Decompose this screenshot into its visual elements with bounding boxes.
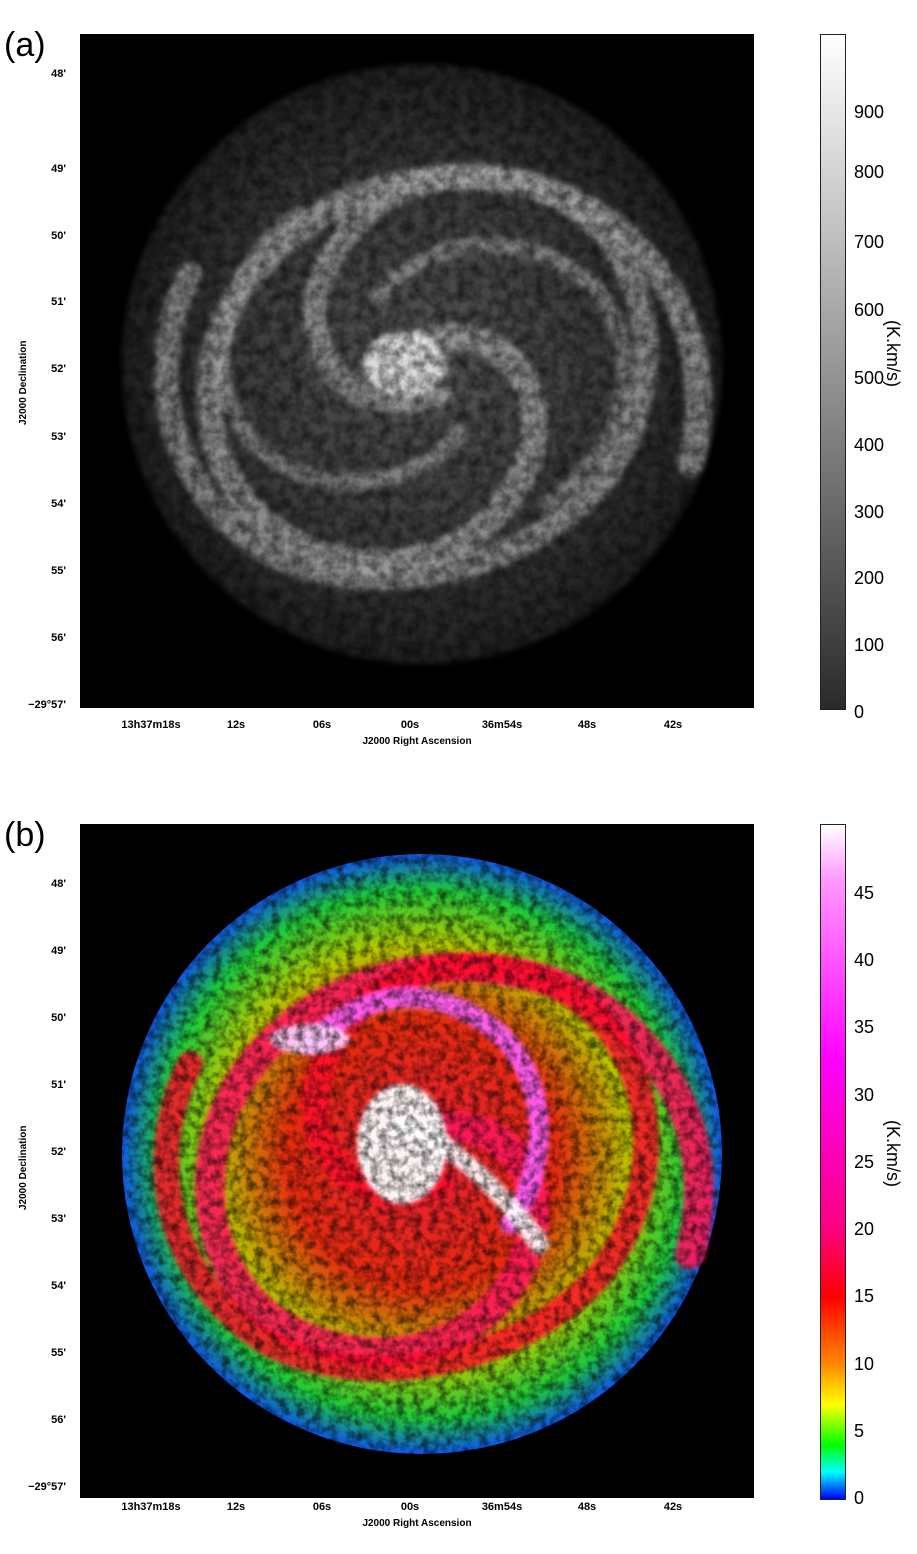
colorbar-a-tick-100: 100	[854, 635, 885, 655]
y-axis-title-b: J2000 Declination	[18, 1125, 29, 1210]
ra-tick-a-5: 48s	[577, 719, 597, 731]
colorbar-a-tick-900: 900	[854, 102, 885, 122]
ra-tick-b-6: 42s	[663, 1501, 683, 1513]
colorbar-a-tick-500: 500	[854, 368, 885, 388]
dec-tick-b-48: 48'	[51, 878, 66, 890]
ra-tick-b-2: 06s	[312, 1501, 332, 1513]
dec-tick-a-55: 55'	[51, 565, 66, 577]
colorbar-b-tick-5: 5	[854, 1421, 865, 1441]
ra-tick-b-3: 00s	[400, 1501, 420, 1513]
colorbar-b-tick-45: 45	[854, 883, 875, 903]
ra-tick-b-5: 48s	[577, 1501, 597, 1513]
colorbar-a-tick-0: 0	[854, 702, 865, 722]
x-axis-title-b: J2000 Right Ascension	[362, 1518, 472, 1529]
dec-tick-b-53: 53'	[51, 1213, 66, 1225]
galaxy-disk-b	[80, 824, 754, 1498]
colorbar-b-tick-25: 25	[854, 1152, 875, 1172]
ra-tick-b-4: 36m54s	[481, 1501, 523, 1513]
colorbar-a-tick-200: 200	[854, 568, 885, 588]
colorbar-a-tick-800: 800	[854, 162, 885, 182]
colorbar-a	[820, 34, 846, 710]
ra-tick-a-2: 06s	[312, 719, 332, 731]
ra-tick-a-1: 12s	[226, 719, 246, 731]
dec-tick-a-49: 49'	[51, 163, 66, 175]
dec-tick-a-56: 56'	[51, 632, 66, 644]
colorbar-b-tick-0: 0	[854, 1488, 865, 1508]
dec-tick-a-48: 48'	[51, 68, 66, 80]
ra-tick-a-6: 42s	[663, 719, 683, 731]
colorbar-b	[820, 824, 846, 1500]
x-axis-title-a: J2000 Right Ascension	[362, 736, 472, 747]
ra-tick-a-0: 13h37m18s	[121, 719, 181, 731]
dec-tick-b-56: 56'	[51, 1414, 66, 1426]
galaxy-image-grayscale	[80, 34, 754, 708]
ra-tick-b-1: 12s	[226, 1501, 246, 1513]
panel-a-label: (a)	[4, 26, 46, 64]
dec-tick-b-51: 51'	[51, 1079, 66, 1091]
colorbar-a-tick-400: 400	[854, 435, 885, 455]
colorbar-b-tick-30: 30	[854, 1085, 875, 1105]
colorbar-b-tick-15: 15	[854, 1286, 875, 1306]
colorbar-b-tick-10: 10	[854, 1354, 875, 1374]
dec-tick-a-50: 50'	[51, 230, 66, 242]
dec-tick-b-49: 49'	[51, 945, 66, 957]
ra-tick-a-4: 36m54s	[481, 719, 523, 731]
colorbar-a-unit: (K.km/s)	[883, 320, 903, 387]
dec-tick-a-54: 54'	[51, 498, 66, 510]
colorbar-b-tick-35: 35	[854, 1017, 875, 1037]
dec-tick-b-50: 50'	[51, 1012, 66, 1024]
colorbar-a-tick-700: 700	[854, 232, 885, 252]
colorbar-b-unit: (K.km/s)	[883, 1120, 903, 1187]
dec-tick-a-53: 53'	[51, 431, 66, 443]
colorbar-b-tick-40: 40	[854, 950, 875, 970]
galaxy-disk-a	[80, 34, 754, 708]
galaxy-image-rainbow	[80, 824, 754, 1498]
dec-tick-a-57: −29°57'	[28, 699, 66, 711]
colorbar-a-tick-300: 300	[854, 502, 885, 522]
colorbar-a-tick-600: 600	[854, 300, 885, 320]
dec-tick-b-54: 54'	[51, 1280, 66, 1292]
ra-tick-a-3: 00s	[400, 719, 420, 731]
ra-tick-b-0: 13h37m18s	[121, 1501, 181, 1513]
colorbar-b-tick-20: 20	[854, 1219, 875, 1239]
dec-tick-b-57: −29°57'	[28, 1481, 66, 1493]
y-axis-title-a: J2000 Declination	[18, 340, 29, 425]
dec-tick-a-51: 51'	[51, 296, 66, 308]
dec-tick-b-55: 55'	[51, 1347, 66, 1359]
dec-tick-a-52: 52'	[51, 363, 66, 375]
dec-tick-b-52: 52'	[51, 1146, 66, 1158]
panel-b-label: (b)	[4, 816, 46, 854]
